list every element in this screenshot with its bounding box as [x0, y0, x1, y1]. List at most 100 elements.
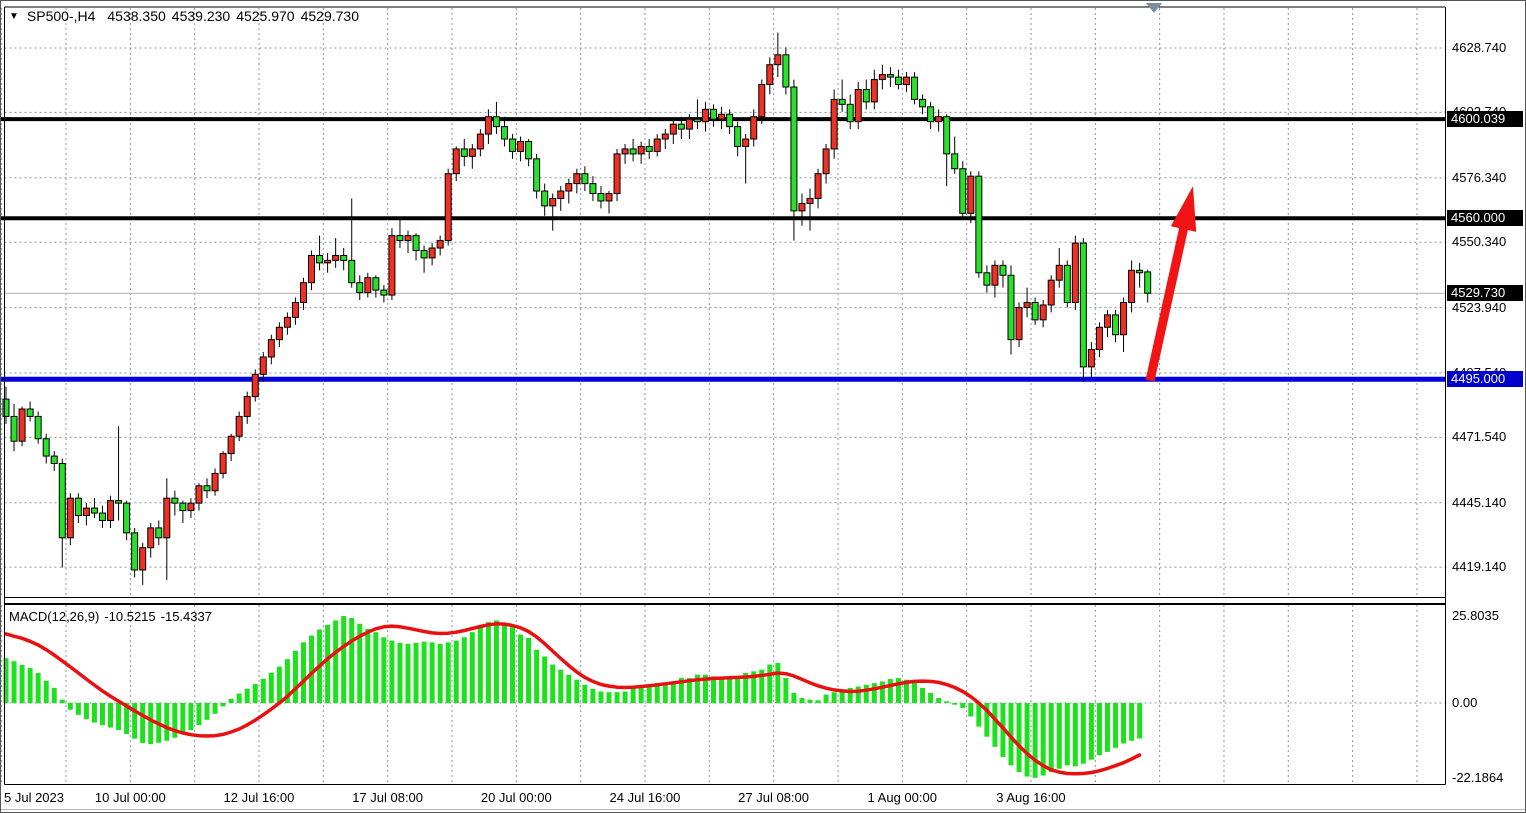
- macd-histogram-bar: [863, 684, 869, 703]
- candle-body: [750, 116, 758, 140]
- candle: [251, 369, 259, 402]
- candle: [428, 243, 436, 266]
- candle-body: [26, 408, 34, 417]
- candle: [299, 277, 307, 310]
- candle-body: [1087, 349, 1095, 368]
- candle-body: [605, 193, 613, 202]
- macd-histogram-bar: [188, 703, 194, 730]
- candle: [2, 386, 10, 424]
- candle: [1023, 287, 1031, 318]
- candle: [308, 250, 316, 291]
- candle: [1120, 297, 1128, 353]
- macd-histogram-bar: [1048, 703, 1054, 773]
- macd-histogram-bar: [1064, 703, 1070, 766]
- macd-histogram-bar: [1056, 703, 1062, 769]
- macd-histogram-bar: [614, 692, 620, 703]
- candle: [718, 106, 726, 130]
- macd-histogram-bar: [260, 678, 266, 703]
- candle-body: [1079, 242, 1087, 368]
- macd-histogram-bar: [19, 664, 25, 703]
- macd-histogram-bar: [920, 687, 926, 703]
- candle-body: [66, 497, 74, 539]
- candle: [131, 527, 139, 578]
- candle-body: [589, 183, 597, 195]
- candle: [509, 134, 517, 159]
- macd-histogram-bar: [686, 678, 692, 703]
- candle-body: [1015, 306, 1023, 341]
- macd-histogram-bar: [574, 679, 580, 703]
- macd-histogram-bar: [35, 672, 41, 703]
- macd-histogram-bar: [333, 620, 339, 703]
- macd-histogram-bar: [1040, 703, 1046, 776]
- macd-histogram-bar: [91, 703, 97, 723]
- candle: [967, 171, 975, 224]
- candle-body: [525, 140, 533, 160]
- candle: [798, 193, 806, 226]
- candle-body: [492, 116, 500, 128]
- candle-body: [701, 108, 709, 123]
- candle: [927, 101, 935, 130]
- macd-histogram-bar: [1129, 703, 1135, 741]
- candle-body: [573, 173, 581, 185]
- candle-body: [18, 408, 26, 442]
- macd-histogram-bar: [276, 666, 282, 703]
- macd-histogram-bar: [719, 678, 725, 703]
- candle: [878, 64, 886, 90]
- macd-name: MACD(12,26,9): [9, 609, 100, 624]
- candle-body: [90, 507, 98, 514]
- candle-body: [412, 235, 420, 251]
- candle: [935, 109, 943, 132]
- candle: [1079, 238, 1087, 382]
- macd-main-value: -10.5215: [104, 609, 156, 624]
- macd-histogram-bar: [252, 684, 258, 703]
- candle: [107, 495, 115, 528]
- symbol-period-label: SP500-,H4: [26, 8, 96, 24]
- candle: [364, 272, 372, 298]
- macd-histogram-bar: [341, 616, 347, 703]
- candle-body: [484, 116, 492, 135]
- candle-body: [187, 502, 195, 512]
- candle: [806, 188, 814, 231]
- candle-body: [878, 74, 886, 81]
- candle-body: [613, 153, 621, 195]
- candle-body: [726, 113, 734, 128]
- macd-histogram-bar: [670, 681, 676, 703]
- candle: [372, 275, 380, 298]
- candle-body: [356, 282, 364, 294]
- candle-body: [1071, 242, 1079, 303]
- candle-body: [139, 547, 147, 571]
- candle: [259, 352, 267, 382]
- candle: [758, 79, 766, 125]
- macd-histogram-bar: [984, 703, 990, 737]
- macd-histogram-bar: [976, 703, 982, 727]
- candle: [1103, 309, 1111, 338]
- macd-histogram-bar: [268, 672, 274, 703]
- candle-body: [1039, 304, 1047, 321]
- candle-body: [299, 282, 307, 303]
- macd-histogram-bar: [903, 679, 909, 703]
- ohlc-high: 4539.230: [171, 8, 231, 24]
- candle: [886, 67, 894, 88]
- macd-histogram-bar: [429, 642, 435, 703]
- macd-histogram-bar: [228, 698, 234, 703]
- candle-body: [316, 254, 324, 264]
- candle-body: [999, 264, 1007, 276]
- macd-indicator-label: MACD(12,26,9) -10.5215 -15.4337: [9, 609, 217, 624]
- macd-histogram-bar: [244, 688, 250, 703]
- candle-body: [1055, 264, 1063, 281]
- macd-histogram-bar: [292, 650, 298, 703]
- candle-body: [396, 235, 404, 242]
- candle: [412, 233, 420, 261]
- candle: [98, 505, 106, 528]
- macd-histogram-bar: [711, 676, 717, 703]
- up-arrow-annotation[interactable]: [1145, 186, 1197, 382]
- macd-histogram-bar: [413, 642, 419, 703]
- candle-body: [854, 88, 862, 123]
- candle-body: [452, 148, 460, 175]
- candle: [629, 139, 637, 162]
- macd-histogram-bar: [1032, 703, 1038, 778]
- macd-histogram-bar: [357, 623, 363, 703]
- chart-shift-marker-icon[interactable]: [1146, 3, 1162, 13]
- macd-histogram-bar: [743, 672, 749, 703]
